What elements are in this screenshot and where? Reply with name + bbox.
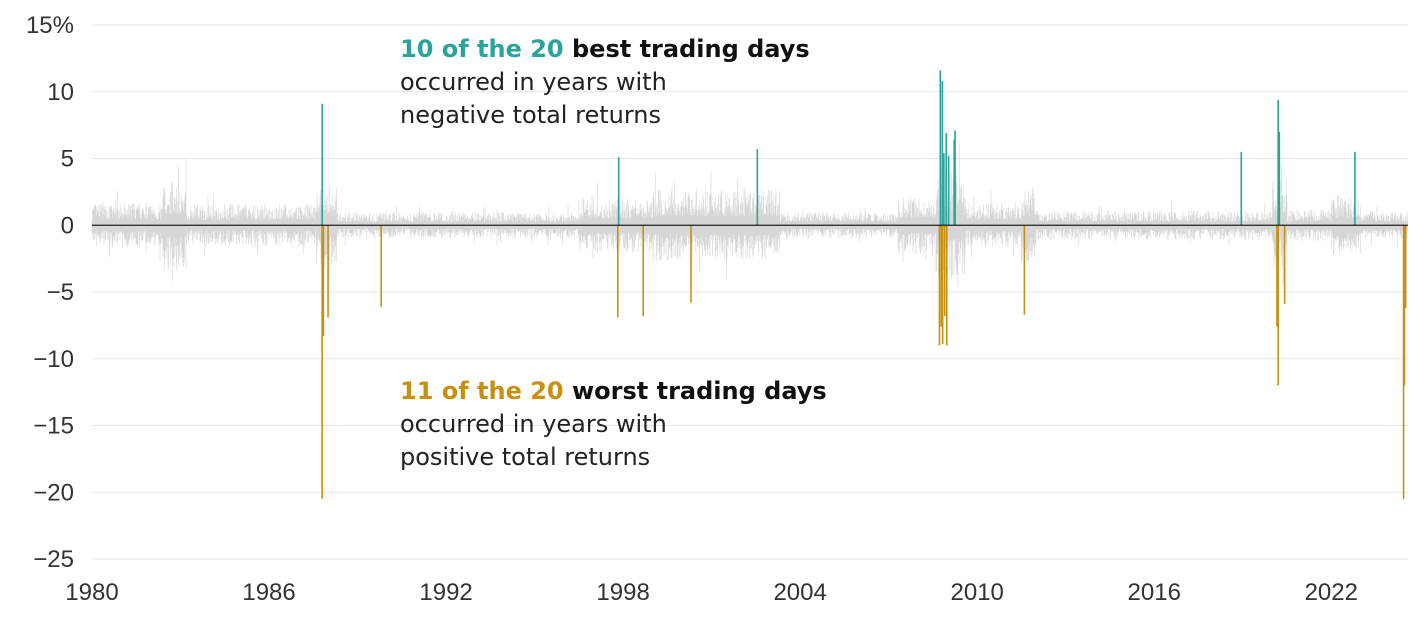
worst-bold-text: worst trading days xyxy=(564,377,827,405)
y-axis-ticks: 15% 10 5 0 −5 −10 −15 −20 −25 xyxy=(26,12,74,573)
worst-days-annotation: 11 of the 20 worst trading days occurred… xyxy=(400,377,827,471)
svg-text:10 of the 20 best trading days: 10 of the 20 best trading days xyxy=(400,35,810,63)
x-axis-ticks: 1980 1986 1992 1998 2004 2010 2016 2022 xyxy=(65,579,1358,606)
x-tick-label: 2004 xyxy=(773,579,826,606)
background-daily-returns xyxy=(91,143,1408,288)
best-line-3: negative total returns xyxy=(400,101,661,129)
worst-line-3: positive total returns xyxy=(400,443,650,471)
y-tick-label: −25 xyxy=(33,546,74,573)
highlighted-days xyxy=(321,70,1407,499)
x-tick-label: 1992 xyxy=(419,579,472,606)
x-tick-label: 2016 xyxy=(1128,579,1181,606)
y-tick-label: 15% xyxy=(26,12,74,39)
y-tick-label: 10 xyxy=(47,79,74,106)
x-tick-label: 1998 xyxy=(596,579,649,606)
y-tick-label: −20 xyxy=(33,479,74,506)
worst-line-2: occurred in years with xyxy=(400,410,667,438)
x-tick-label: 2022 xyxy=(1305,579,1358,606)
worst-highlight-text: 11 of the 20 xyxy=(400,377,564,405)
daily-return-noise xyxy=(91,143,1408,288)
y-tick-label: −10 xyxy=(33,346,74,373)
best-bold-text: best trading days xyxy=(564,35,810,63)
y-tick-label: 0 xyxy=(61,212,74,239)
best-highlight-text: 10 of the 20 xyxy=(400,35,564,63)
x-tick-label: 2010 xyxy=(951,579,1004,606)
best-days-annotation: 10 of the 20 best trading days occurred … xyxy=(400,35,810,129)
y-tick-label: 5 xyxy=(61,146,74,173)
svg-text:11 of the 20 worst trading day: 11 of the 20 worst trading days xyxy=(400,377,827,405)
y-tick-label: −15 xyxy=(33,413,74,440)
x-tick-label: 1986 xyxy=(242,579,295,606)
y-tick-label: −5 xyxy=(47,279,74,306)
best-line-2: occurred in years with xyxy=(400,68,667,96)
x-tick-label: 1980 xyxy=(65,579,118,606)
gridlines xyxy=(92,24,1408,560)
